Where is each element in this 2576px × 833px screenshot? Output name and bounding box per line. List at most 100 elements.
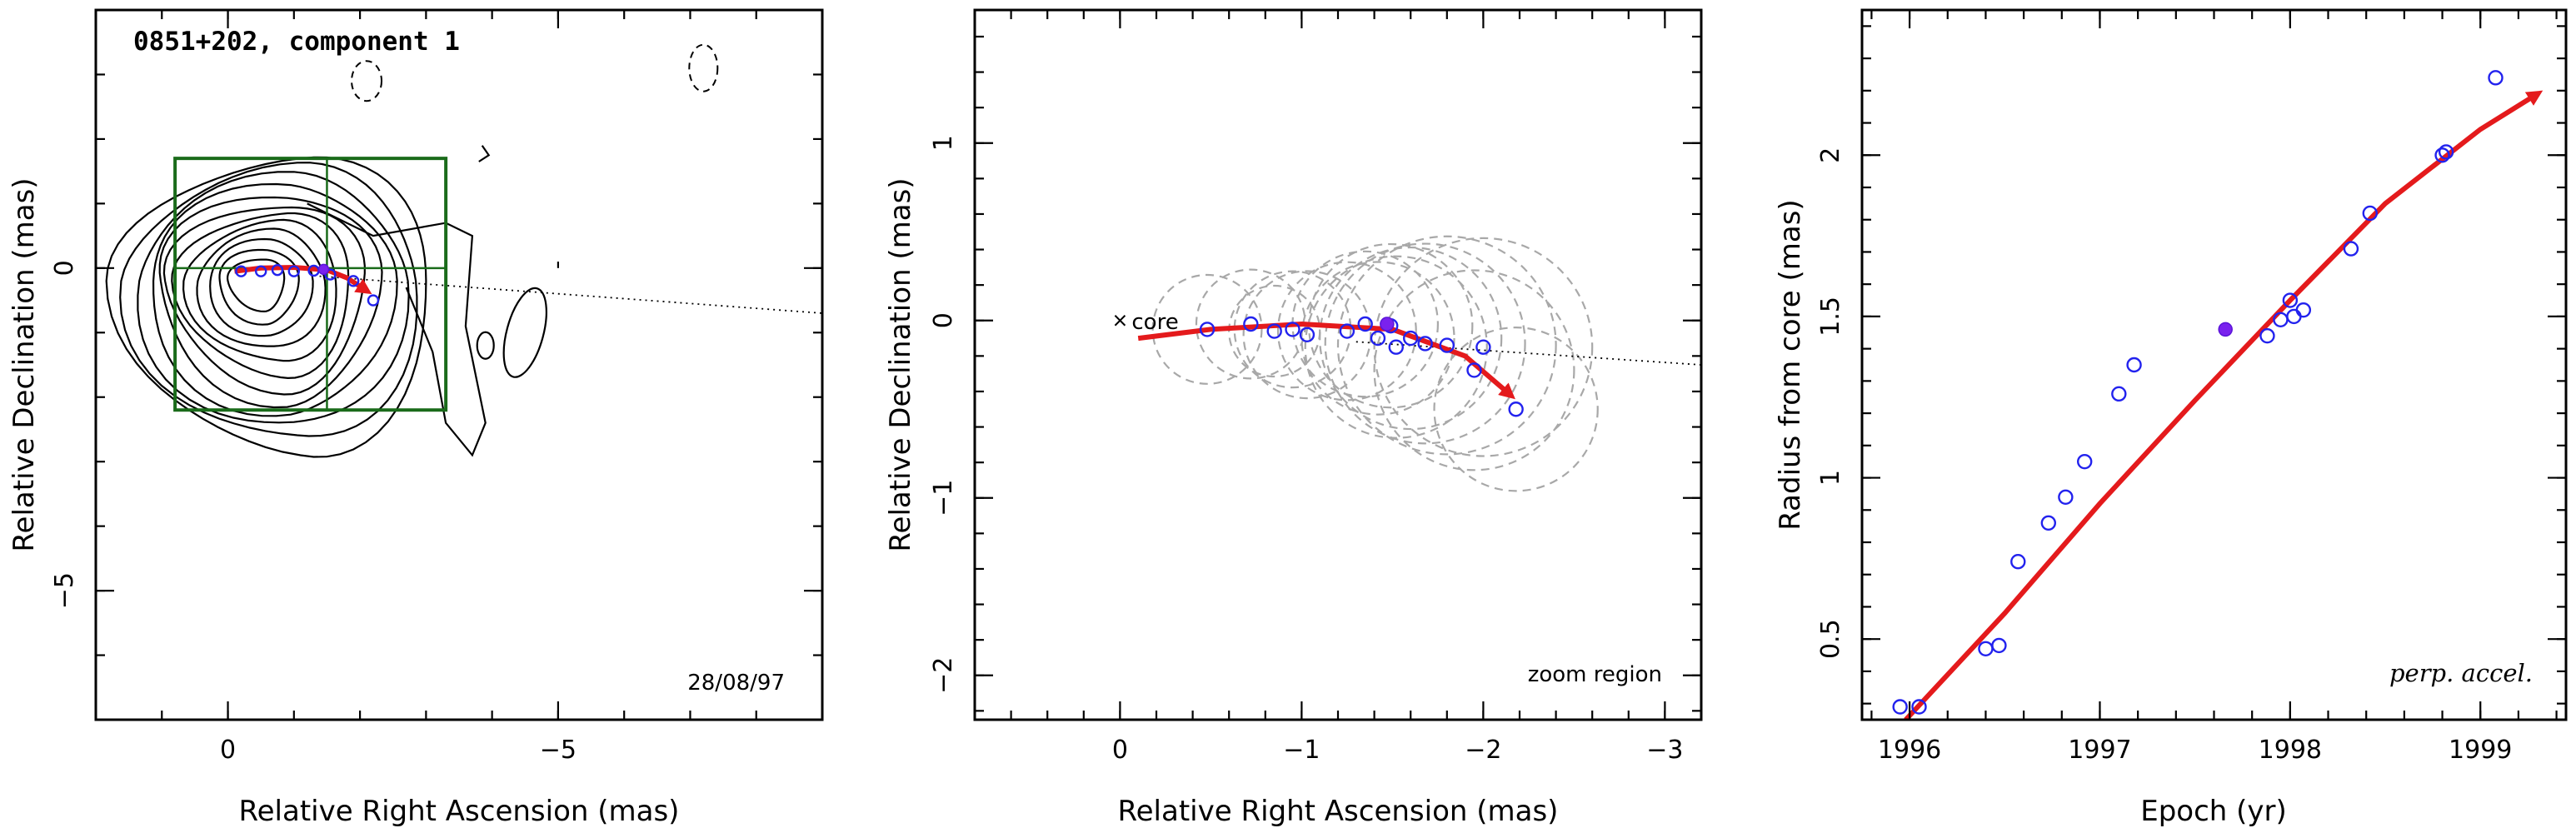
zoom-region-box: [173, 157, 448, 412]
p2-component-size-circle: [1373, 269, 1575, 471]
p1-xlabel: Relative Right Ascension (mas): [239, 795, 680, 828]
panel-zoom-region: core 0 −1 −2 −3 1 0 −1 −2 zoom region Relative …: [884, 8, 1703, 828]
contour-level: [218, 248, 300, 326]
p2-component-point: [1466, 362, 1482, 378]
p3-data-point: [2295, 302, 2312, 318]
p1-component-point: [235, 265, 247, 277]
p2-ylabel: Relative Declination (mas): [884, 177, 917, 551]
contour-level: [226, 258, 286, 313]
p3-xtick-label: 1996: [1878, 736, 1941, 765]
p2-component-point: [1475, 339, 1491, 355]
p2-trajectory-arrow: [1137, 321, 1515, 400]
p3-data-point: [2438, 144, 2454, 160]
p2-ticks: 0 −1 −2 −3 1 0 −1 −2: [929, 10, 1703, 765]
p3-data-point: [2362, 205, 2378, 222]
p3-accel-annotation: perp. accel.: [2389, 659, 2533, 687]
p2-xtick-label: −2: [1465, 736, 1501, 765]
p2-component-size-circle: [1151, 273, 1263, 385]
contour-level: [158, 196, 383, 409]
p2-component-size-circle: [1336, 235, 1557, 456]
p3-xlabel: Epoch (yr): [2140, 795, 2287, 828]
contour-level: [119, 162, 418, 437]
p2-frame: [973, 8, 1703, 721]
p3-current-epoch-point: [2218, 322, 2233, 337]
p3-data-point: [2259, 327, 2275, 344]
p2-component-size-circle: [1242, 270, 1372, 400]
p3-data-point: [1892, 699, 1908, 715]
p3-plot-area: [1892, 70, 2544, 720]
p1-component-point: [287, 265, 301, 277]
p2-ytick-label: −1: [929, 480, 958, 516]
core-marker: [1114, 315, 1126, 327]
p1-current-epoch-point: [317, 263, 330, 276]
p1-component-point: [254, 265, 267, 277]
p2-component-point: [1402, 330, 1419, 347]
contour-level: [196, 227, 327, 347]
p1-frame: [94, 8, 824, 721]
p3-data-point: [2111, 386, 2127, 402]
negative-contour: [351, 60, 383, 102]
p3-data-point: [2488, 70, 2504, 86]
p3-data-point: [2273, 312, 2289, 327]
p2-component-size-circle: [1276, 261, 1417, 402]
contour-island: [476, 331, 495, 360]
p2-component-point: [1299, 327, 1315, 342]
p2-ytick-label: 1: [929, 135, 958, 151]
p3-xtick-label: 1997: [2068, 736, 2131, 765]
p2-xtick-label: −3: [1646, 736, 1683, 765]
p2-component-point: [1285, 322, 1300, 337]
p2-zoom-annotation: zoom region: [1528, 662, 1662, 687]
p3-data-point: [2286, 308, 2302, 325]
p3-ytick-label: 1.5: [1816, 297, 1845, 337]
p2-component-point: [1243, 316, 1259, 332]
p1-ytick-label: 0: [50, 260, 79, 276]
contour-level: [171, 212, 350, 380]
p1-ylabel: Relative Declination (mas): [7, 177, 41, 551]
contour-level: [152, 182, 398, 417]
p3-data-point: [2343, 241, 2359, 257]
p2-component-size-circle: [1300, 261, 1455, 416]
p2-current-epoch-point: [1380, 317, 1395, 332]
p1-component-point: [271, 263, 284, 277]
p3-xtick-label: 1999: [2449, 736, 2512, 765]
p3-data-point: [2040, 515, 2057, 531]
p2-component-point: [1417, 336, 1433, 352]
p2-component-point: [1357, 316, 1373, 332]
p3-data-point: [1911, 699, 1927, 715]
p2-component-size-circle: [1324, 242, 1526, 445]
p3-data-point: [2434, 147, 2450, 163]
p3-data-point: [2077, 453, 2093, 470]
core-label: core: [1131, 310, 1178, 335]
contour-level: [105, 156, 427, 458]
p3-data-point: [2126, 357, 2142, 373]
p3-fit-curve-arrow: [1904, 90, 2544, 720]
p1-jet-axis: [313, 275, 822, 314]
p2-xlabel: Relative Right Ascension (mas): [1118, 795, 1559, 828]
panel-contour-map: 0 −5 0 −5 0851+202, component 1 28/08/97 Re…: [7, 8, 824, 828]
negative-contour: [688, 43, 719, 92]
p1-ytick-label: −5: [50, 572, 79, 609]
p2-component-point: [1199, 322, 1216, 337]
p3-ylabel: Radius from core (mas): [1774, 199, 1807, 530]
p2-xtick-label: −1: [1283, 736, 1320, 765]
panel-radius-vs-epoch: 1996 1997 1998 1999 0.5 1 1.5 2 perp. accel. Ep…: [1774, 8, 2568, 828]
p2-component-point: [1339, 323, 1355, 339]
p1-xtick-label: −5: [540, 736, 577, 765]
p2-component-size-circle: [1304, 255, 1488, 439]
p2-component-point: [1439, 337, 1455, 353]
p1-component-point: [367, 294, 380, 307]
contour-level: [137, 171, 410, 424]
p2-component-point: [1370, 330, 1386, 347]
p3-ytick-label: 2: [1816, 147, 1845, 163]
p3-data-point: [2010, 554, 2026, 570]
p3-data-point: [2058, 489, 2074, 505]
p1-xtick-label: 0: [220, 736, 236, 765]
p2-xtick-label: 0: [1112, 736, 1128, 765]
p3-xtick-label: 1998: [2259, 736, 2322, 765]
contour-outer-tail: [307, 202, 487, 457]
p1-plot-area: [105, 43, 822, 458]
p3-data-point: [2282, 292, 2299, 308]
p2-component-point: [1508, 402, 1524, 417]
p3-data-point: [1978, 641, 1994, 656]
